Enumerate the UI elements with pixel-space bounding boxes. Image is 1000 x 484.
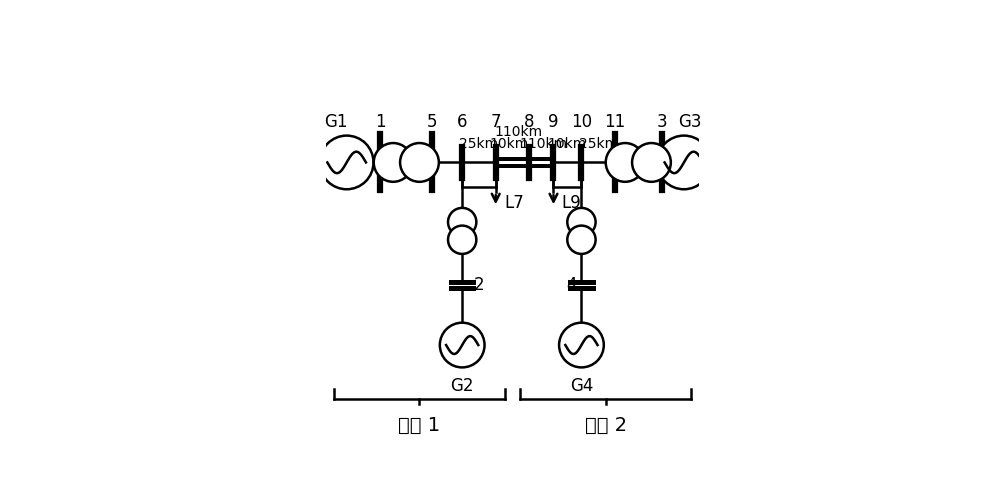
Circle shape <box>400 143 439 182</box>
Text: 7: 7 <box>490 113 501 131</box>
Text: G4: G4 <box>570 377 593 395</box>
Text: G1: G1 <box>324 113 347 131</box>
Text: 1: 1 <box>375 113 386 131</box>
Circle shape <box>374 143 412 182</box>
Text: 4: 4 <box>567 276 577 294</box>
Circle shape <box>657 136 711 189</box>
Text: 区域 2: 区域 2 <box>585 416 627 435</box>
Circle shape <box>567 208 596 236</box>
Circle shape <box>567 226 596 254</box>
Circle shape <box>559 323 604 367</box>
Circle shape <box>606 143 644 182</box>
Text: L7: L7 <box>504 195 524 212</box>
Text: 6: 6 <box>457 113 467 131</box>
Text: 2: 2 <box>473 276 484 294</box>
Text: 5: 5 <box>427 113 438 131</box>
Text: 10km: 10km <box>548 137 587 151</box>
Circle shape <box>448 226 476 254</box>
Text: 区域 1: 区域 1 <box>398 416 440 435</box>
Text: 25km: 25km <box>579 137 618 151</box>
Circle shape <box>440 323 485 367</box>
Circle shape <box>632 143 671 182</box>
Text: 10km: 10km <box>489 137 528 151</box>
Circle shape <box>320 136 373 189</box>
Text: G3: G3 <box>678 113 701 131</box>
Text: 11: 11 <box>604 113 626 131</box>
Text: 10: 10 <box>571 113 592 131</box>
Text: G2: G2 <box>450 377 474 395</box>
Text: 25km: 25km <box>459 137 499 151</box>
Text: 9: 9 <box>548 113 559 131</box>
Text: 3: 3 <box>656 113 667 131</box>
Text: 110km: 110km <box>494 125 542 139</box>
Text: 8: 8 <box>524 113 535 131</box>
Text: L9: L9 <box>562 195 581 212</box>
Circle shape <box>448 208 476 236</box>
Text: 110km: 110km <box>519 137 567 151</box>
